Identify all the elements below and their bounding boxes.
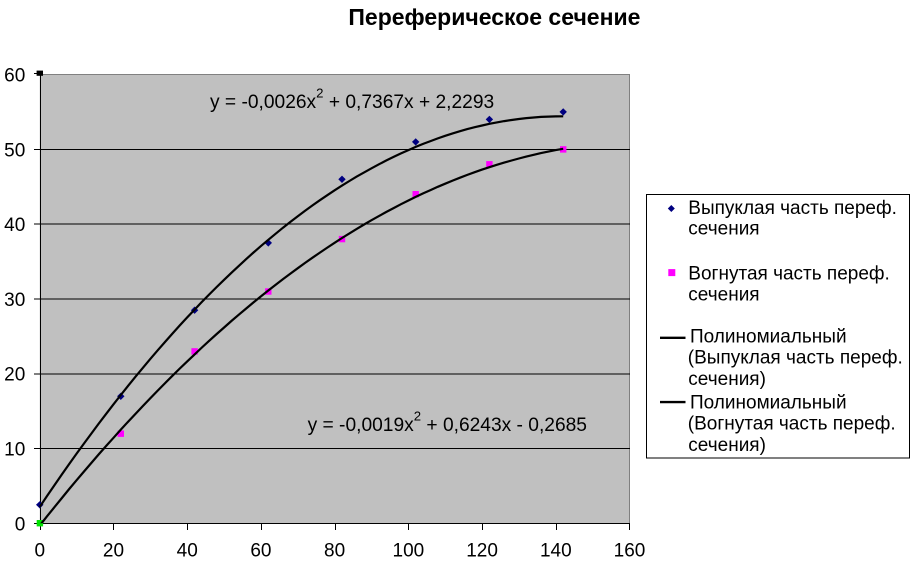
svg-text:сечения): сечения) bbox=[688, 369, 766, 390]
svg-text:(Вогнутая часть переф.: (Вогнутая часть переф. bbox=[688, 414, 896, 435]
svg-text:20: 20 bbox=[103, 541, 124, 562]
svg-text:(Выпуклая часть переф.: (Выпуклая часть переф. bbox=[688, 348, 903, 369]
svg-text:сечения: сечения bbox=[688, 284, 759, 305]
svg-text:20: 20 bbox=[4, 365, 25, 386]
svg-text:сечения): сечения) bbox=[688, 435, 766, 456]
svg-text:Выпуклая часть переф.: Выпуклая часть переф. bbox=[688, 198, 897, 219]
svg-text:80: 80 bbox=[324, 541, 345, 562]
svg-text:60: 60 bbox=[4, 65, 25, 86]
svg-text:Полиномиальный: Полиномиальный bbox=[690, 326, 847, 347]
svg-text:Вогнутая часть переф.: Вогнутая часть переф. bbox=[688, 264, 890, 285]
svg-text:100: 100 bbox=[393, 541, 425, 562]
svg-text:50: 50 bbox=[4, 140, 25, 161]
svg-text:60: 60 bbox=[250, 541, 271, 562]
svg-text:30: 30 bbox=[4, 290, 25, 311]
svg-text:0: 0 bbox=[15, 514, 26, 535]
svg-text:сечения: сечения bbox=[688, 219, 759, 240]
svg-text:Переферическое сечение: Переферическое сечение bbox=[348, 4, 640, 30]
svg-text:40: 40 bbox=[4, 215, 25, 236]
svg-text:160: 160 bbox=[614, 541, 646, 562]
svg-text:120: 120 bbox=[466, 541, 498, 562]
svg-text:0: 0 bbox=[35, 541, 46, 562]
svg-text:40: 40 bbox=[177, 541, 198, 562]
svg-text:10: 10 bbox=[4, 440, 25, 461]
svg-text:140: 140 bbox=[540, 541, 572, 562]
svg-text:Полиномиальный: Полиномиальный bbox=[690, 392, 847, 413]
